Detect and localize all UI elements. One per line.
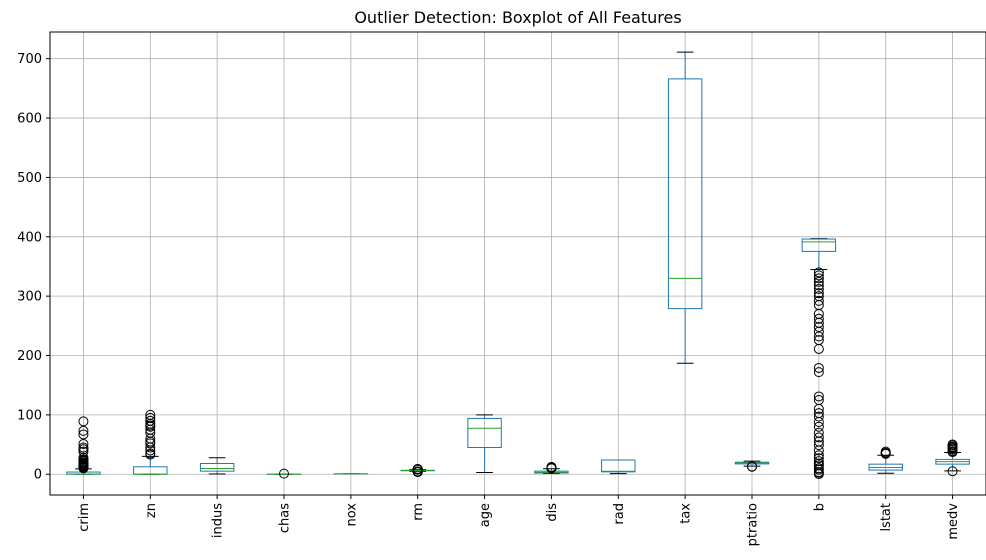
box-b [801, 238, 837, 480]
x-tick-label: chas [278, 503, 293, 533]
outlier-point [78, 416, 89, 427]
outlier-point [813, 391, 824, 402]
y-tick-label: 600 [17, 112, 42, 127]
box-ptratio [734, 460, 770, 472]
box-medv [935, 439, 970, 477]
x-tick-label: zn [144, 503, 159, 518]
outlier-point [813, 408, 824, 419]
outlier-point [546, 462, 557, 473]
y-tick-label: 0 [34, 468, 42, 483]
outlier-point [412, 464, 423, 475]
iqr-box [801, 238, 837, 252]
box-zn [133, 409, 168, 475]
x-tick-label: rm [411, 503, 426, 521]
outlier-point [78, 429, 89, 440]
x-tick-label: medv [946, 503, 961, 540]
outlier-point [813, 458, 824, 469]
box-tax [667, 51, 703, 364]
outlier-point [947, 439, 958, 450]
outlier-point [145, 412, 156, 423]
iqr-box [601, 459, 636, 473]
outlier-point [813, 362, 824, 373]
x-tick-label: rad [612, 503, 627, 525]
box-series [66, 51, 970, 480]
box-age [467, 414, 502, 474]
axes: 0 100 200 300 400 500 600 700 crim zn indus chas nox… [17, 52, 961, 546]
outlier-point [813, 270, 824, 281]
iqr-box [667, 78, 703, 310]
iqr-box [199, 462, 235, 472]
outlier-point [813, 421, 824, 432]
box-dis [534, 462, 569, 475]
plot-frame [49, 31, 986, 496]
outlier-point [813, 267, 824, 278]
outlier-point [813, 427, 824, 438]
outlier-point [813, 367, 824, 378]
outlier-point [813, 295, 824, 306]
outlier-point [145, 409, 156, 420]
y-tick-label: 300 [17, 290, 42, 305]
x-tick-label: lstat [879, 503, 894, 532]
x-tick-label: dis [545, 503, 560, 522]
outlier-point [279, 468, 289, 479]
grid-lines [50, 32, 986, 495]
box-lstat [868, 446, 903, 474]
chart-title: Outlier Detection: Boxplot of All Featur… [354, 8, 681, 27]
outlier-point [813, 456, 824, 467]
outlier-point [813, 288, 824, 299]
outlier-point [813, 450, 824, 461]
outlier-point [813, 273, 824, 284]
x-tick-label: tax [679, 503, 694, 524]
outlier-point [813, 440, 824, 451]
outlier-point [813, 463, 824, 474]
y-tick-label: 500 [17, 171, 42, 186]
iqr-box [467, 417, 502, 449]
outlier-point [813, 395, 824, 406]
outlier-point [813, 313, 824, 324]
outlier-point [813, 335, 824, 346]
outlier-point [78, 452, 89, 463]
box-chas [266, 468, 302, 479]
box-rm [400, 464, 435, 478]
x-tick-label: ptratio [746, 503, 761, 546]
outlier-point [947, 466, 958, 477]
y-tick-label: 700 [17, 52, 42, 67]
outlier-point [813, 280, 824, 291]
y-tick-label: 400 [17, 230, 42, 245]
outlier-point [813, 453, 824, 464]
outlier-point [747, 461, 757, 472]
outlier-point [813, 291, 824, 302]
box-indus [199, 457, 235, 475]
x-tick-label: crim [77, 503, 92, 532]
outlier-point [813, 411, 824, 422]
outlier-point [880, 446, 891, 457]
x-tick-label: age [478, 503, 493, 527]
outlier-point [78, 442, 89, 453]
box-rad [601, 459, 636, 475]
x-tick-label: b [812, 503, 827, 511]
outlier-point [813, 284, 824, 295]
x-tick-label: nox [344, 503, 359, 527]
outlier-point [145, 415, 156, 426]
y-tick-label: 200 [17, 349, 42, 364]
outlier-point [813, 322, 824, 333]
y-tick-label: 100 [17, 408, 42, 423]
outlier-point [813, 432, 824, 443]
box-crim [66, 416, 101, 475]
outlier-point [145, 448, 156, 459]
x-tick-label: indus [211, 503, 226, 538]
outlier-point [78, 446, 89, 457]
